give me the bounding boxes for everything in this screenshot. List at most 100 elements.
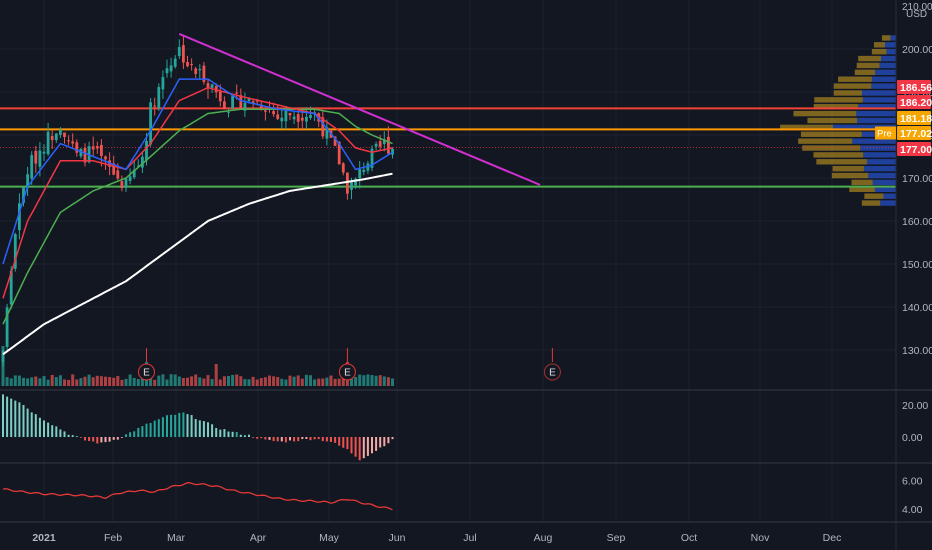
candle-body — [71, 141, 75, 144]
macd-histogram-bar — [362, 437, 365, 459]
volume-profile-up-bar — [872, 179, 896, 186]
premarket-tag-badge — [875, 126, 896, 140]
macd-histogram-bar — [141, 426, 144, 437]
macd-histogram-bar — [202, 421, 205, 437]
trendline[interactable] — [178, 33, 541, 186]
macd-histogram-bar — [334, 437, 337, 443]
candle-body — [276, 114, 280, 119]
macd-histogram-bar — [276, 437, 279, 442]
candle-body — [296, 114, 300, 122]
volume-bar — [325, 377, 329, 386]
candle-body — [9, 270, 13, 305]
candle-body — [391, 148, 394, 155]
candle-body — [46, 131, 50, 155]
volume-bar — [206, 375, 210, 386]
volume-bar — [313, 379, 317, 386]
volume-profile-up-bar — [863, 152, 896, 158]
volume-bar — [181, 377, 185, 386]
volume-profile-up-bar — [863, 165, 896, 172]
macd-histogram-bar — [26, 408, 29, 437]
candle-body — [227, 111, 230, 113]
volume-bar — [104, 376, 107, 386]
candle-body — [272, 111, 275, 115]
earnings-marker-label: E — [344, 368, 351, 379]
volume-bar — [227, 375, 230, 386]
price-label-text: 186.56 — [900, 82, 932, 94]
volume-bar — [177, 376, 181, 386]
earnings-marker-label: E — [549, 368, 556, 379]
macd-histogram-bar — [186, 414, 189, 437]
ema-mid-line — [2, 86, 393, 299]
macd-histogram-bar — [133, 431, 136, 437]
candle-body — [26, 174, 29, 188]
volume-profile-down-bar — [861, 200, 881, 206]
candle-body — [34, 150, 38, 164]
candle-body — [346, 172, 349, 194]
candle-body — [370, 148, 374, 168]
candle-body — [198, 69, 202, 71]
volume-bar — [132, 377, 136, 386]
macd-histogram-bar — [321, 437, 324, 442]
volume-profile-up-bar — [861, 90, 896, 96]
macd-histogram-bar — [2, 394, 4, 437]
volume-bar — [112, 377, 116, 386]
grid-lines — [0, 0, 896, 522]
volume-bar — [136, 379, 140, 386]
macd-histogram-bar — [129, 432, 132, 437]
volume-profile-down-bar — [838, 76, 872, 82]
macd-histogram-bar — [108, 437, 111, 442]
candle-body — [259, 104, 263, 110]
macd-histogram-bar — [43, 420, 45, 437]
macd-histogram-bar — [157, 419, 160, 437]
macd-histogram-bar — [145, 423, 148, 437]
volume-profile-down-bar — [871, 49, 887, 55]
candle-body — [251, 101, 255, 104]
candle-body — [124, 178, 128, 188]
time-tick-label: 2021 — [32, 532, 56, 544]
time-tick-label: Sep — [607, 532, 626, 544]
price-label-text: 186.20 — [900, 97, 932, 109]
currency-label: USD — [906, 9, 927, 20]
macd-histogram-bar — [18, 402, 21, 437]
candle-body — [38, 150, 42, 167]
volume-bar — [124, 378, 128, 386]
candle-body — [321, 117, 325, 137]
volume-profile-down-bar — [832, 165, 864, 172]
candle-body — [214, 85, 218, 93]
volume-bar — [259, 378, 263, 386]
volume-bar — [202, 378, 206, 386]
candle-body — [79, 148, 83, 157]
volume-bar — [26, 378, 30, 386]
macd-histogram-bar — [243, 435, 246, 437]
volume-profile-up-bar — [857, 117, 896, 124]
volume-bar — [317, 378, 321, 386]
sma-200-line — [2, 172, 393, 356]
volume-bar — [58, 375, 62, 386]
time-tick-label: Aug — [534, 532, 553, 544]
premarket-tag-label: Pre — [877, 129, 892, 140]
macd-histogram-bar — [38, 417, 41, 437]
time-tick-label: Feb — [104, 532, 122, 544]
time-axis[interactable]: 2021 Feb Mar Apr May Jun Jul Aug Sep Oct Nov Dec — [32, 532, 841, 544]
macd-histogram-bar — [280, 437, 283, 442]
candle-body — [350, 181, 353, 190]
candle-body — [18, 203, 21, 231]
macd-histogram-bar — [120, 437, 123, 438]
macd-histogram-bar — [379, 437, 382, 448]
macd-histogram-bar — [252, 437, 255, 438]
volume-bar — [17, 375, 21, 386]
macd-histogram-bar — [198, 420, 201, 437]
volume-bar — [333, 378, 337, 386]
volume-profile-down-bar — [881, 35, 891, 41]
volume-bar — [358, 374, 362, 386]
macd-histogram-bar — [284, 437, 287, 443]
volume-profile-down-bar — [780, 124, 833, 131]
volume-bar — [173, 374, 177, 386]
macd-histogram-bar — [301, 437, 304, 440]
candle-body — [59, 129, 62, 135]
